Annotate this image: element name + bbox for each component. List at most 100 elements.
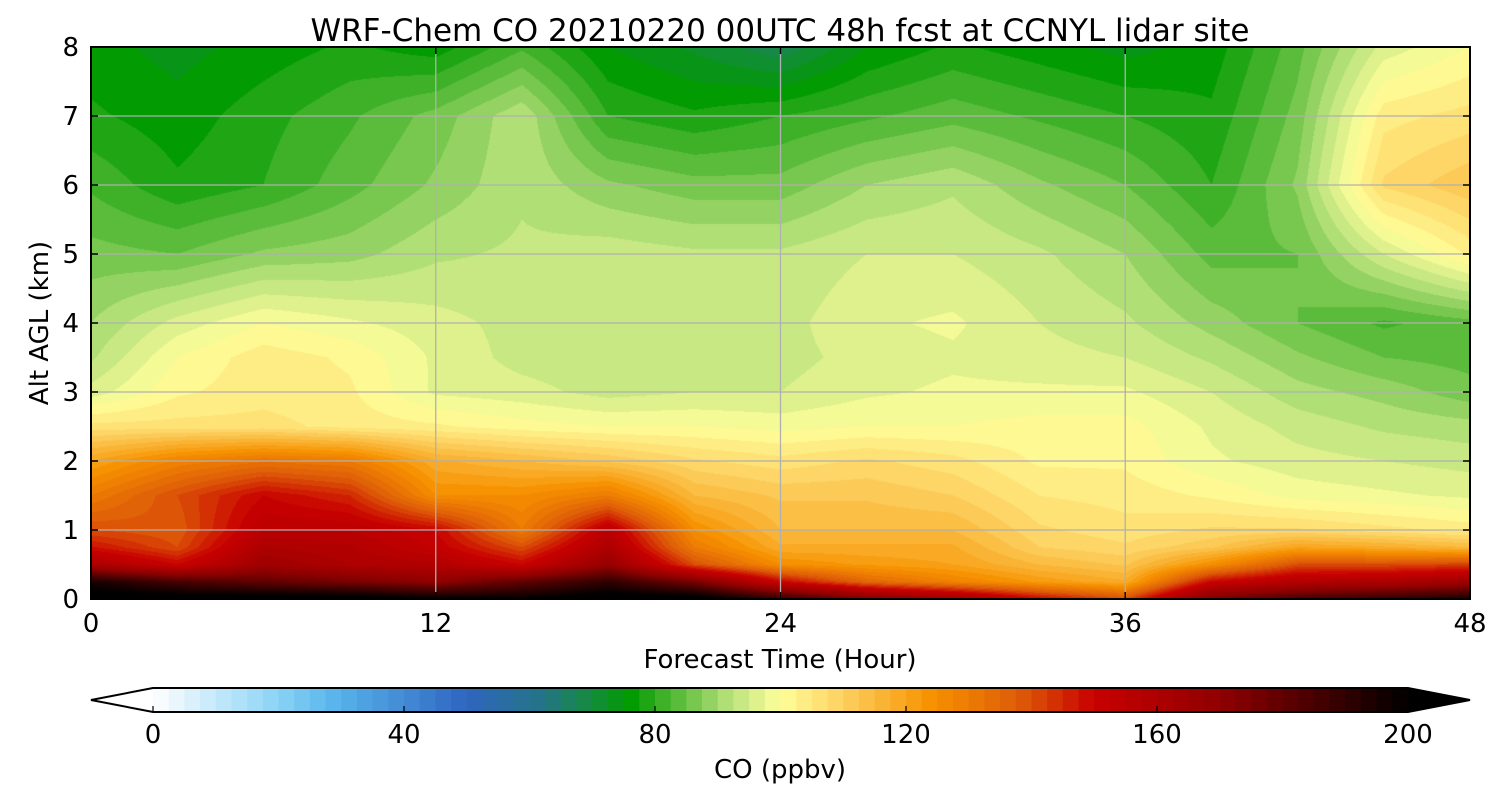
- colorbar-swatch: [1235, 688, 1252, 712]
- x-tick-label: 36: [1109, 609, 1142, 639]
- colorbar-swatch: [498, 688, 515, 712]
- colorbar-swatch: [1313, 688, 1331, 712]
- colorbar-swatch: [623, 688, 640, 712]
- colorbar-swatch: [1392, 688, 1409, 712]
- colorbar-extend-max: [1408, 688, 1470, 712]
- colorbar-swatch: [1141, 688, 1158, 712]
- x-axis-label: Forecast Time (Hour): [643, 645, 916, 675]
- colorbar-swatch: [184, 688, 201, 712]
- colorbar-swatch: [796, 688, 813, 712]
- colorbar-swatch: [576, 688, 593, 712]
- colorbar-swatch: [984, 688, 1001, 712]
- colorbar-swatch: [1188, 688, 1205, 712]
- colorbar-swatch: [404, 688, 421, 712]
- colorbar-swatch: [733, 688, 750, 712]
- colorbar-swatch: [1298, 688, 1315, 712]
- colorbar-swatch: [702, 688, 719, 712]
- colorbar-swatch: [858, 688, 876, 712]
- y-tick-label: 6: [62, 171, 79, 201]
- colorbar: 0 40 80 120 160 200: [90, 687, 1471, 750]
- colorbar-swatch: [1094, 688, 1111, 712]
- y-tick-label: 2: [62, 447, 79, 477]
- y-tick-label: 4: [62, 309, 79, 339]
- colorbar-swatch: [968, 688, 986, 712]
- colorbar-swatch: [1345, 688, 1362, 712]
- colorbar-swatch: [1015, 688, 1033, 712]
- colorbar-swatch: [1157, 688, 1174, 712]
- colorbar-swatch: [1376, 688, 1393, 712]
- colorbar-swatch: [655, 688, 672, 712]
- colorbar-swatch: [1172, 688, 1189, 712]
- colorbar-swatch: [749, 688, 766, 712]
- x-tick-label: 48: [1453, 609, 1486, 639]
- colorbar-swatch: [325, 688, 342, 712]
- colorbar-swatch: [607, 688, 625, 712]
- colorbar-swatch: [921, 688, 938, 712]
- x-tick-label: 24: [764, 609, 797, 639]
- colorbar-swatch: [294, 688, 311, 712]
- colorbar-tick-label: 80: [638, 720, 671, 750]
- colorbar-swatch: [435, 688, 452, 712]
- colorbar-tick-label: 40: [387, 720, 420, 750]
- colorbar-swatch: [1219, 688, 1237, 712]
- colorbar-swatch: [451, 688, 468, 712]
- colorbar-swatch: [545, 688, 562, 712]
- colorbar-swatch: [670, 688, 687, 712]
- colorbar-swatch: [1282, 688, 1299, 712]
- colorbar-swatch: [482, 688, 499, 712]
- colorbar-swatch: [906, 688, 923, 712]
- colorbar-swatch: [639, 688, 656, 712]
- colorbar-swatch: [247, 688, 264, 712]
- colorbar-tick-label: 120: [881, 720, 931, 750]
- colorbar-swatch: [168, 688, 185, 712]
- colorbar-swatch: [388, 688, 405, 712]
- colorbar-swatch: [529, 688, 546, 712]
- colorbar-swatch: [419, 688, 436, 712]
- colorbar-swatch: [560, 688, 578, 712]
- colorbar-tick-label: 200: [1383, 720, 1433, 750]
- colorbar-swatch: [1078, 688, 1095, 712]
- colorbar-swatch: [717, 688, 735, 712]
- colorbar-swatch: [1125, 688, 1142, 712]
- colorbar-swatch: [1266, 688, 1284, 712]
- colorbar-swatch: [953, 688, 970, 712]
- colorbar-swatch: [1204, 688, 1221, 712]
- colorbar-swatch: [764, 688, 782, 712]
- colorbar-swatch: [780, 688, 797, 712]
- colorbar-swatch: [874, 688, 891, 712]
- colorbar-swatch: [937, 688, 954, 712]
- colorbar-swatch: [466, 688, 484, 712]
- y-tick-label: 8: [62, 33, 79, 63]
- colorbar-swatch: [231, 688, 248, 712]
- y-tick-label: 5: [62, 240, 79, 270]
- colorbar-swatch: [592, 688, 609, 712]
- x-tick-label: 12: [419, 609, 452, 639]
- colorbar-swatch: [200, 688, 217, 712]
- colorbar-tick-label: 0: [145, 720, 162, 750]
- colorbar-label: CO (ppbv): [714, 755, 846, 785]
- colorbar-swatch: [356, 688, 374, 712]
- colorbar-swatch: [1031, 688, 1048, 712]
- x-tick-label: 0: [83, 609, 100, 639]
- y-axis-label: Alt AGL (km): [25, 241, 55, 405]
- chart-title: WRF-Chem CO 20210220 00UTC 48h fcst at C…: [310, 13, 1249, 49]
- y-tick-label: 3: [62, 378, 79, 408]
- colorbar-swatch: [341, 688, 358, 712]
- colorbar-swatch: [153, 688, 170, 712]
- colorbar-swatch: [1329, 688, 1346, 712]
- colorbar-swatch: [278, 688, 295, 712]
- colorbar-swatch: [215, 688, 233, 712]
- colorbar-swatch: [811, 688, 829, 712]
- colorbar-swatch: [309, 688, 327, 712]
- colorbar-swatch: [262, 688, 280, 712]
- colorbar-swatch: [686, 688, 703, 712]
- colorbar-swatch: [890, 688, 907, 712]
- colorbar-swatch: [1109, 688, 1127, 712]
- colorbar-swatch: [843, 688, 860, 712]
- colorbar-swatch: [1062, 688, 1080, 712]
- colorbar-swatch: [827, 688, 844, 712]
- colorbar-swatch: [513, 688, 531, 712]
